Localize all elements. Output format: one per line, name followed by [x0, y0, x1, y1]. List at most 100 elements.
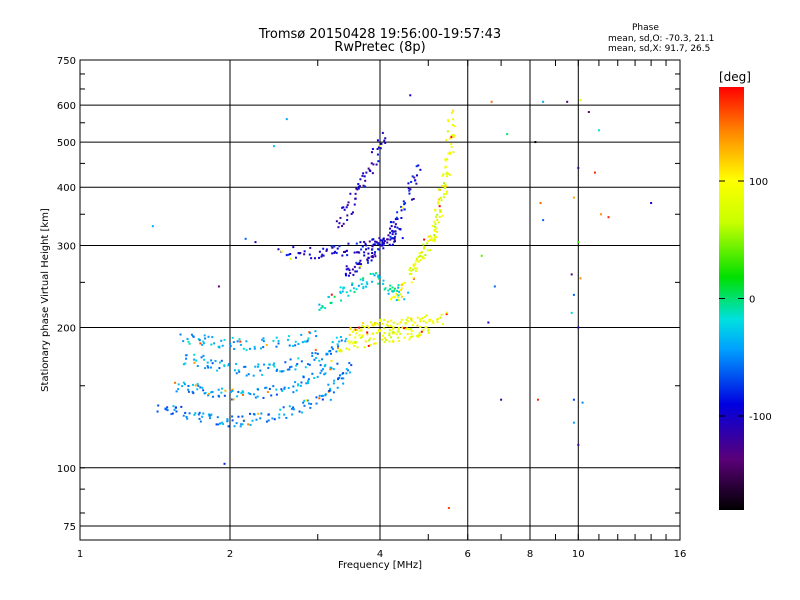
- echo-point: [438, 209, 441, 212]
- echo-point: [444, 185, 447, 188]
- echo-point: [327, 296, 330, 299]
- echo-point: [223, 365, 226, 368]
- echo-point: [352, 273, 355, 276]
- echo-point: [389, 336, 392, 339]
- echo-point: [229, 345, 232, 348]
- echo-point: [446, 119, 449, 122]
- echo-point: [345, 372, 348, 375]
- echo-point: [447, 506, 450, 509]
- echo-point: [320, 307, 323, 310]
- echo-point: [347, 201, 350, 204]
- echo-point: [357, 263, 360, 266]
- x-tick-label: 4: [377, 549, 383, 560]
- echo-point: [318, 397, 321, 400]
- echo-point: [405, 327, 408, 330]
- echo-point: [391, 237, 394, 240]
- echo-point: [314, 257, 317, 260]
- y-axis-label: Stationary phase Virtual Height [km]: [40, 208, 51, 392]
- echo-point: [405, 318, 408, 321]
- echo-point: [587, 111, 590, 114]
- echo-point: [387, 289, 390, 292]
- echo-point: [396, 289, 399, 292]
- echo-point: [373, 253, 376, 256]
- echo-point: [378, 144, 381, 147]
- echo-point: [410, 281, 413, 284]
- echo-point: [215, 423, 218, 426]
- echo-point: [607, 216, 610, 219]
- echo-point: [303, 404, 306, 407]
- echo-point: [345, 265, 348, 268]
- echo-point: [377, 330, 380, 333]
- echo-point: [324, 363, 327, 366]
- echo-point: [487, 321, 490, 324]
- echo-point: [439, 210, 442, 213]
- echo-point: [357, 183, 360, 186]
- echo-point: [268, 387, 271, 390]
- x-tick-label: 10: [572, 549, 585, 560]
- echo-point: [438, 215, 441, 218]
- echo-point: [366, 259, 369, 262]
- echo-point: [253, 393, 256, 396]
- echo-point: [339, 348, 342, 351]
- echo-point: [377, 146, 380, 149]
- y-tick-label: 75: [63, 522, 76, 533]
- echo-point: [329, 368, 332, 371]
- echo-point: [287, 253, 290, 256]
- echo-point: [346, 254, 349, 257]
- echo-point: [423, 238, 426, 241]
- echo-point: [341, 225, 344, 228]
- echo-point: [395, 216, 398, 219]
- echo-point: [371, 148, 374, 151]
- echo-point: [360, 263, 363, 266]
- echo-point: [284, 361, 287, 364]
- echo-point: [403, 281, 406, 284]
- echo-point: [345, 291, 348, 294]
- echo-point: [196, 365, 199, 368]
- echo-point: [292, 406, 295, 409]
- echo-point: [221, 344, 224, 347]
- echo-point: [326, 353, 329, 356]
- y-tick-label: 200: [57, 324, 76, 335]
- echo-point: [249, 412, 252, 415]
- echo-point: [409, 94, 412, 97]
- echo-point: [181, 385, 184, 388]
- echo-point: [207, 366, 210, 369]
- echo-point: [422, 243, 425, 246]
- echo-point: [344, 340, 347, 343]
- echo-point: [375, 163, 378, 166]
- echo-point: [570, 311, 573, 314]
- echo-point: [279, 370, 282, 373]
- echo-point: [394, 225, 397, 228]
- echo-point: [306, 363, 309, 366]
- echo-point: [332, 391, 335, 394]
- echo-point: [261, 338, 264, 341]
- echo-point: [232, 398, 235, 401]
- echo-point: [422, 320, 425, 323]
- echo-point: [262, 346, 265, 349]
- echo-point: [353, 265, 356, 268]
- echo-point: [399, 332, 402, 335]
- echo-point: [572, 398, 575, 401]
- echo-point: [350, 212, 353, 215]
- echo-point: [429, 238, 432, 241]
- echo-point: [431, 224, 434, 227]
- echo-point: [415, 174, 418, 177]
- echo-point: [211, 336, 214, 339]
- echo-point: [400, 287, 403, 290]
- echo-point: [339, 290, 342, 293]
- echo-point: [386, 241, 389, 244]
- echo-point: [416, 335, 419, 338]
- echo-point: [257, 388, 260, 391]
- echo-point: [194, 412, 197, 415]
- echo-point: [400, 295, 403, 298]
- echo-point: [242, 419, 245, 422]
- echo-point: [421, 255, 424, 258]
- echo-point: [577, 166, 580, 169]
- echo-point: [207, 394, 210, 397]
- echo-point: [397, 284, 400, 287]
- echo-point: [414, 269, 417, 272]
- echo-point: [325, 249, 328, 252]
- echo-point: [345, 268, 348, 271]
- echo-point: [231, 388, 234, 391]
